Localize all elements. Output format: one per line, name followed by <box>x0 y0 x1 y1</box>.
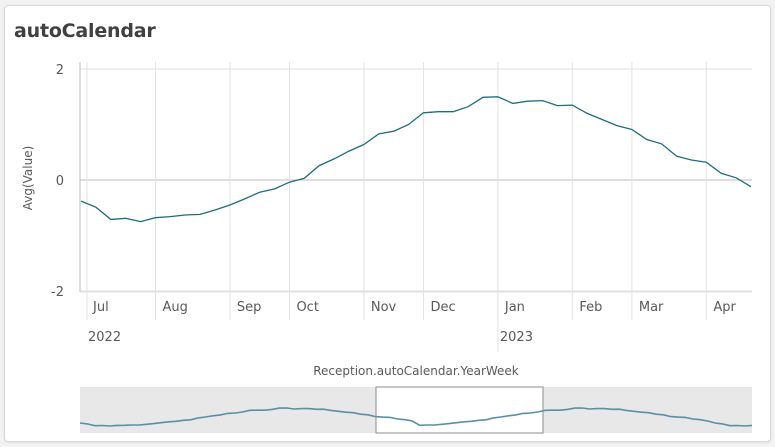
x-tick-label: Dec <box>430 300 455 315</box>
x-tick-label: Jan <box>504 300 525 315</box>
x-axis-title: Reception.autoCalendar.YearWeek <box>313 364 519 378</box>
axes <box>79 62 752 293</box>
x-tick-label: Feb <box>579 300 602 315</box>
grid <box>80 62 752 352</box>
x-tick-label: Nov <box>371 300 397 315</box>
y-axis-title: Avg(Value) <box>21 146 35 211</box>
series-layer <box>80 96 752 223</box>
y-tick-label: -2 <box>51 285 64 300</box>
chart-card: autoCalendar <box>4 5 771 442</box>
x-tick-label: Oct <box>296 300 318 315</box>
series-line[interactable] <box>80 96 752 223</box>
chart-title: autoCalendar <box>14 20 156 42</box>
year-label: 2023 <box>500 330 533 345</box>
x-tick-label: Sep <box>237 300 262 315</box>
y-tick-label: 2 <box>56 63 64 78</box>
navigator-overview-line <box>79 407 753 427</box>
x-tick-label: Mar <box>639 300 664 315</box>
x-tick-label: Jul <box>92 300 109 315</box>
range-navigator[interactable] <box>79 386 753 434</box>
year-label: 2022 <box>88 330 121 345</box>
x-tick-label: Aug <box>162 300 187 315</box>
navigator-selection[interactable] <box>376 387 543 433</box>
y-tick-label: 0 <box>56 174 64 189</box>
x-tick-label: Apr <box>713 300 736 315</box>
navigator-selection-outline[interactable] <box>375 386 544 434</box>
labels: 2 0 -2 Jul Aug Sep Oct Nov Dec Jan Feb Mar Apr 2022 20… <box>21 63 736 378</box>
